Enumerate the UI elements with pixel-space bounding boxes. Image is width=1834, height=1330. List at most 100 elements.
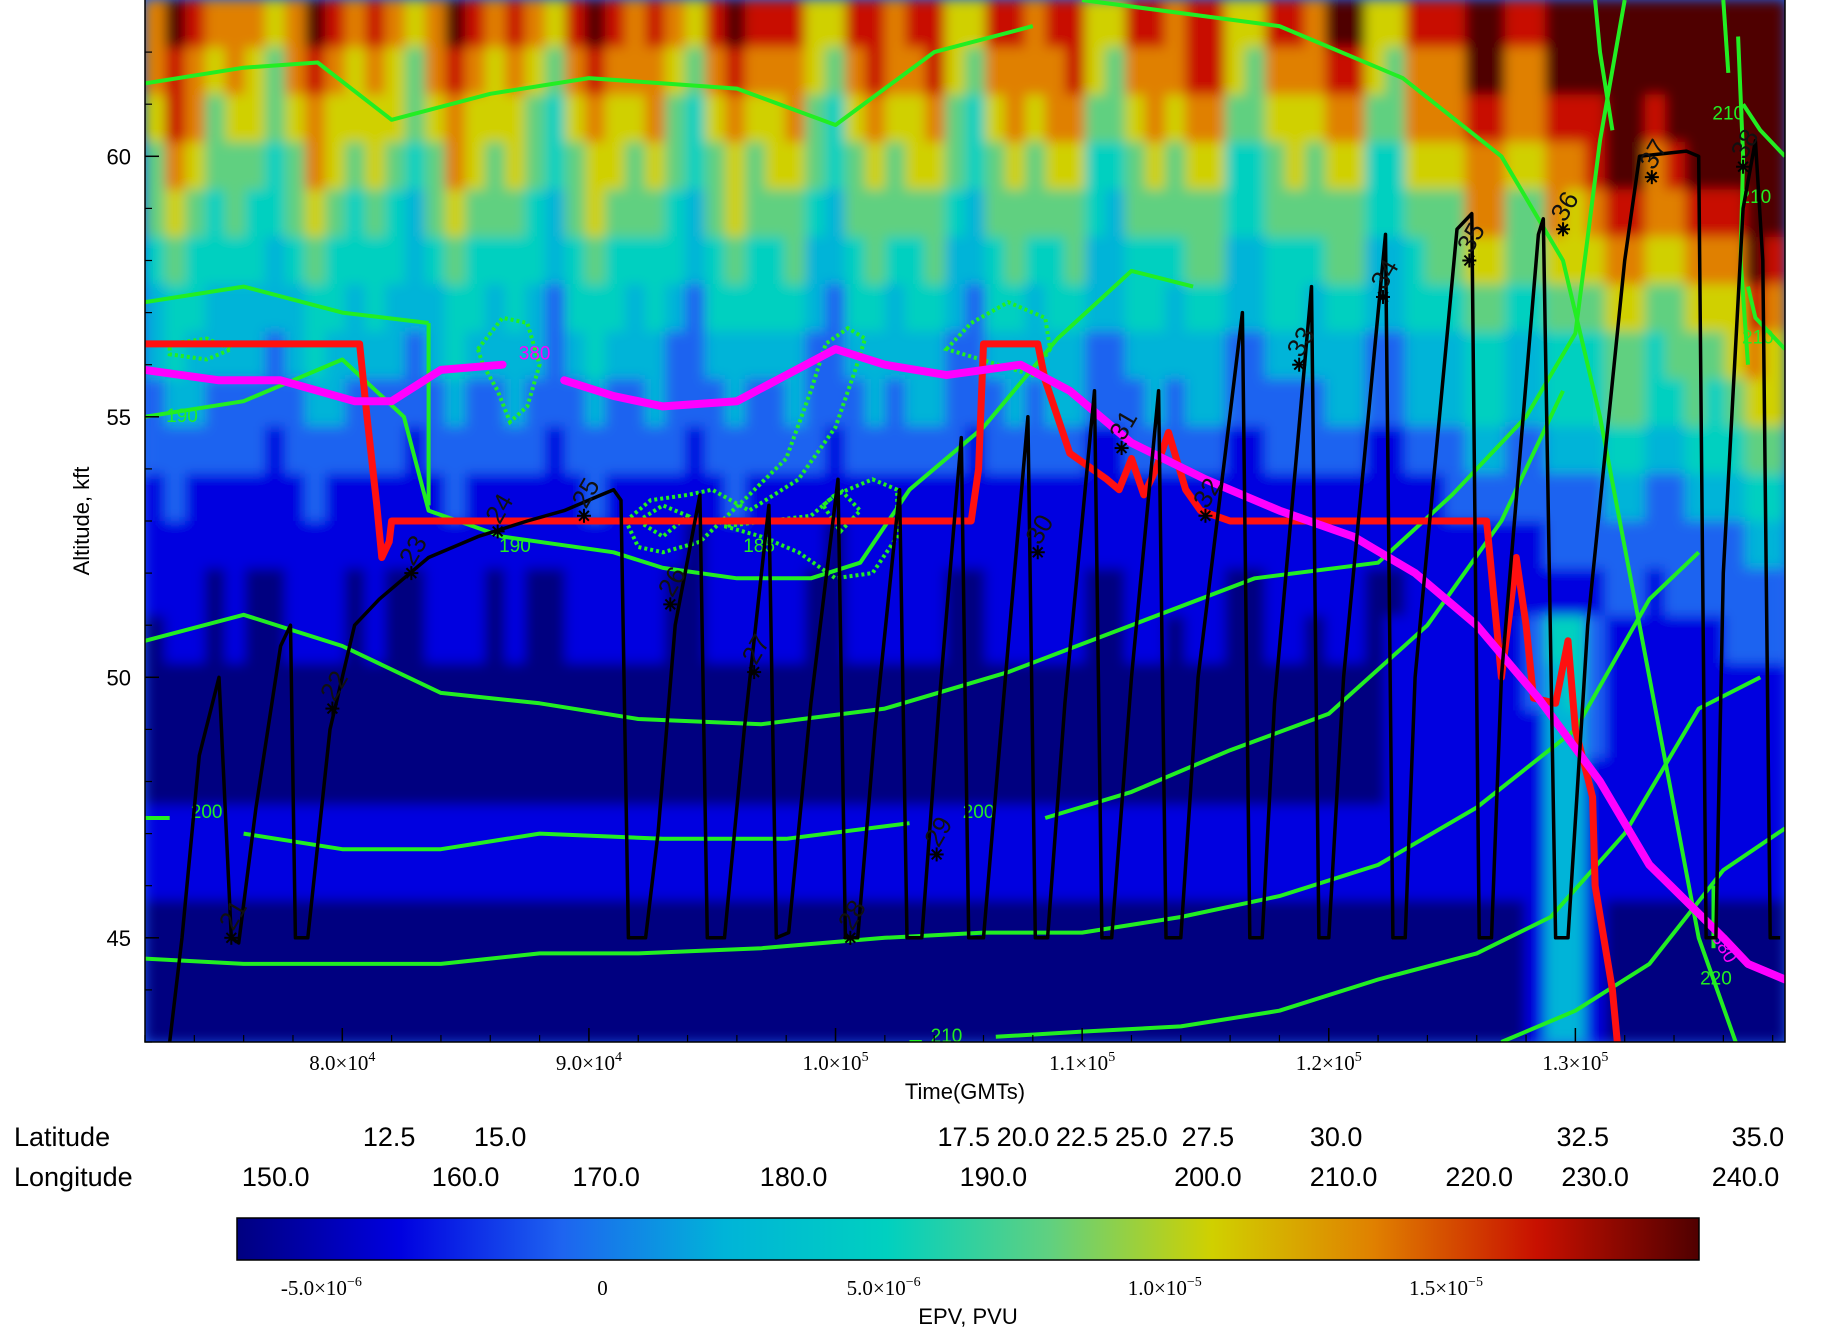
heatmap-cell [1345,236,1366,286]
heatmap-cell [265,994,286,1042]
heatmap-cell [525,426,546,475]
heatmap-cell [1285,142,1306,191]
heatmap-cell [1005,236,1026,286]
heatmap-cell [245,521,266,570]
heatmap-cell [985,378,1006,428]
heatmap-cell [665,947,686,996]
heatmap-cell [245,189,266,238]
heatmap-cell [185,378,206,428]
heatmap-cell [1205,378,1226,428]
heatmap-cell [605,899,626,949]
heatmap-cell [465,947,486,996]
heatmap-cell [245,94,266,144]
heatmap-cell [905,426,926,475]
heatmap-cell [305,663,326,712]
heatmap-cell [165,284,186,333]
heatmap-cell [625,994,646,1042]
heatmap-cell [705,473,726,522]
heatmap-cell [1325,0,1346,49]
heatmap-cell [465,426,486,475]
heatmap-cell [1065,947,1086,996]
heatmap-cell [965,236,986,286]
heatmap-cell [1025,757,1046,807]
heatmap-cell [825,284,846,333]
heatmap-cell [1065,284,1086,333]
heatmap-cell [1105,994,1126,1042]
heatmap-cell [1085,94,1106,144]
heatmap-cell [565,47,586,96]
heatmap-cell [865,426,886,475]
heatmap-cell [1025,189,1046,238]
heatmap-cell [525,378,546,428]
heatmap-cell [1485,284,1506,333]
heatmap-cell [1265,521,1286,570]
flight-track-line [167,138,1781,1042]
heatmap-cell [1245,236,1266,286]
heatmap-cell [445,568,466,617]
heatmap-cell [1545,757,1566,807]
heatmap-cell [725,0,746,49]
heatmap-cell [445,663,466,712]
heatmap-cell [665,47,686,96]
heatmap-cell [1205,663,1226,712]
heatmap-cell [1765,426,1785,475]
heatmap-cell [785,568,806,617]
heatmap-cell [305,615,326,665]
heatmap-cell [325,757,346,807]
heatmap-cell [1285,236,1306,286]
heatmap-cell [665,521,686,570]
heatmap-cell [1105,331,1126,380]
heatmap-cell [525,994,546,1042]
heatmap-cell [1485,189,1506,238]
heatmap-cell [1425,189,1446,238]
heatmap-cell [1085,331,1106,380]
heatmap-cell [685,994,706,1042]
heatmap-cell [1565,0,1586,49]
heatmap-cell [965,852,986,901]
heatmap-cell [1025,994,1046,1042]
heatmap-cell [705,615,726,665]
heatmap-cell [1225,521,1246,570]
heatmap-cell [685,236,706,286]
heatmap-cell [925,615,946,665]
heatmap-cell [145,568,166,617]
heatmap-cell [1225,94,1246,144]
heatmap-cell [145,47,166,96]
heatmap-cell [185,663,206,712]
heatmap-cell [1745,473,1766,522]
heatmap-cell [145,236,166,286]
heatmap-cell [1745,378,1766,428]
heatmap-cell [545,0,566,49]
heatmap-cell [1685,0,1706,49]
heatmap-cell [1505,0,1526,49]
heatmap-cell [625,947,646,996]
heatmap-cell [885,331,906,380]
heatmap-cell [925,47,946,96]
heatmap-cell [1345,189,1366,238]
heatmap-cell [1385,189,1406,238]
heatmap-cell [1545,94,1566,144]
heatmap-cell [405,142,426,191]
heatmap-cell [1685,757,1706,807]
heatmap-cell [925,568,946,617]
heatmap-cell [1505,236,1526,286]
heatmap-cell [1405,284,1426,333]
heatmap-cell [1125,94,1146,144]
heatmap-cell [1605,236,1626,286]
heatmap-cell [385,0,406,49]
heatmap-cell [1705,47,1726,96]
heatmap-cell [345,757,366,807]
heatmap-cell [705,852,726,901]
heatmap-cell [1665,663,1686,712]
heatmap-cell [205,852,226,901]
heatmap-cell [225,189,246,238]
colorbar: -5.0×10−6 0 5.0×10−6 1.0×10−5 1.5×10−5 [236,1217,1700,1300]
heatmap-cell [1685,805,1706,854]
heatmap-cell [905,805,926,854]
heatmap-cell [625,142,646,191]
heatmap-cell [1325,994,1346,1042]
heatmap-cell [585,710,606,759]
heatmap-cell [745,994,766,1042]
heatmap-cell [1425,331,1446,380]
heatmap-cell [845,473,866,522]
